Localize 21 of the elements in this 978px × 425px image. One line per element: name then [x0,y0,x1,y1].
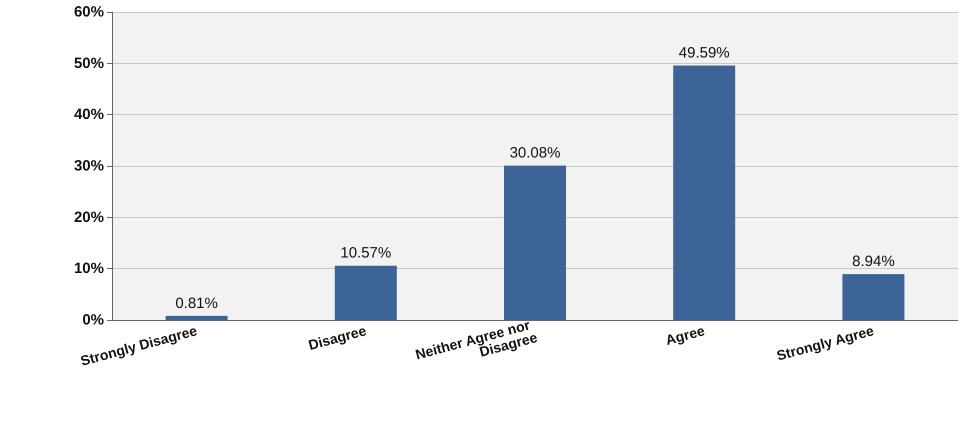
bar [842,274,904,320]
bar [166,316,228,320]
data-label: 30.08% [510,144,560,162]
data-label: 49.59% [678,44,730,62]
bar [334,266,397,320]
y-tick-label: 10% [74,260,104,278]
x-tick-label: Strongly Agree [774,322,876,364]
bar [504,166,566,320]
x-tick-label: Disagree [306,322,368,354]
y-tick-label: 30% [74,158,104,174]
y-tick-label: 40% [74,106,104,124]
data-label: 0.81% [175,294,218,312]
data-label: 8.94% [852,253,895,270]
data-label: 10.57% [340,244,392,262]
x-tick-label: Agree [664,322,706,348]
bar [673,65,736,320]
y-tick-label: 50% [74,54,104,72]
y-tick-label: 0% [82,312,104,328]
x-tick-label: Neither Agree nor Disagree [414,316,540,362]
y-tick-label: 20% [74,208,104,226]
y-tick-label: 60% [74,4,104,20]
